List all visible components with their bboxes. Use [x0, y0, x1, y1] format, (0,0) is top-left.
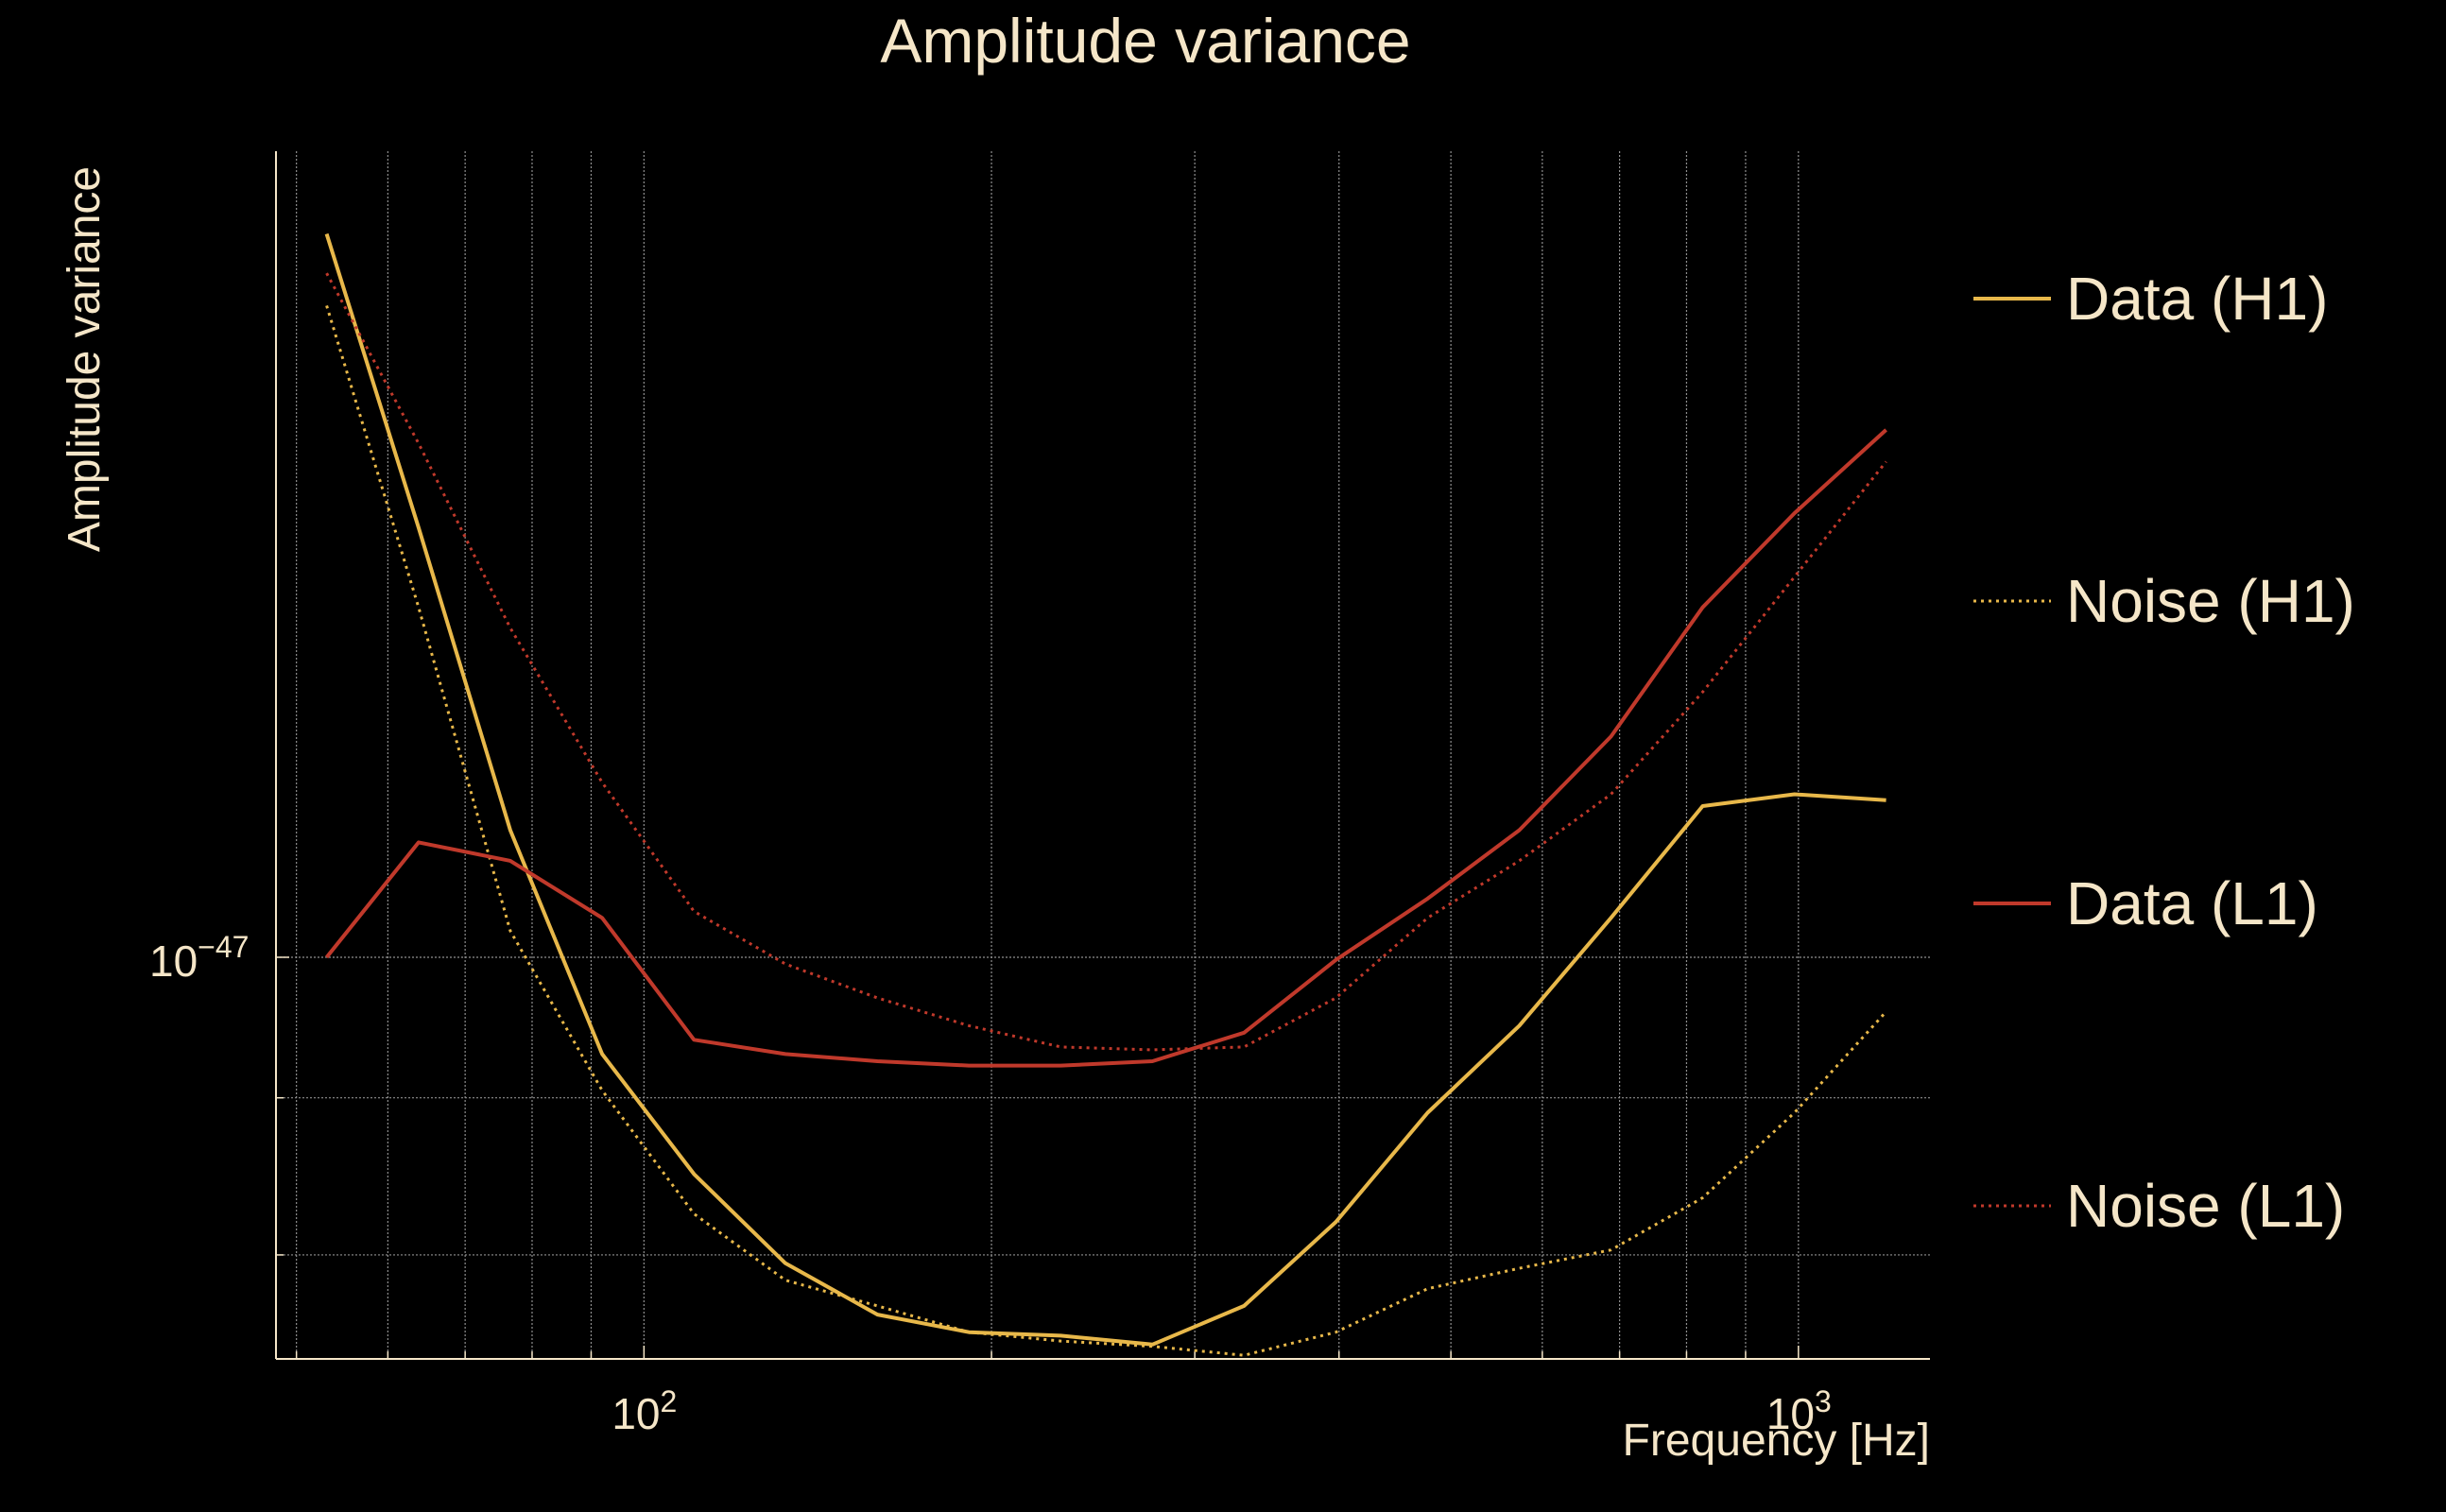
series-noise-l1 [325, 272, 1887, 1052]
series-line-noise-l1 [325, 272, 1887, 1052]
grid [276, 151, 1930, 1359]
axes [275, 151, 1930, 1360]
legend-label: Data (L1) [2066, 869, 2318, 937]
series [324, 232, 1887, 1357]
legend-item-data-h1: Data (H1) [1973, 265, 2328, 333]
chart-title: Amplitude variance [880, 6, 1410, 76]
series-data-l1 [325, 428, 1887, 1068]
series-line-data-l1 [325, 428, 1887, 1068]
tick-labels: 102 103 10−47 [149, 930, 1832, 1438]
legend-item-noise-l1: Noise (L1) [1973, 1172, 2345, 1240]
legend-label: Noise (L1) [2066, 1172, 2345, 1240]
x-axis-label: Frequency [Hz] [1623, 1416, 1930, 1466]
legend-item-noise-h1: Noise (H1) [1973, 567, 2355, 635]
legend-label: Data (H1) [2066, 265, 2328, 333]
legend-item-data-l1: Data (L1) [1973, 869, 2318, 937]
series-data-h1 [324, 232, 1886, 1347]
series-line-data-h1 [324, 232, 1886, 1347]
x-tick-label: 103 [1766, 1384, 1832, 1438]
x-tick-label: 102 [612, 1384, 677, 1438]
y-tick-label: 10−47 [149, 930, 249, 986]
legend: Data (H1) Noise (H1) Data (L1) Noise (L1) [1973, 265, 2355, 1240]
legend-label: Noise (H1) [2066, 567, 2355, 635]
series-line-noise-h1 [325, 304, 1887, 1357]
y-axis-label: Amplitude variance [60, 166, 110, 552]
series-noise-h1 [325, 304, 1887, 1357]
